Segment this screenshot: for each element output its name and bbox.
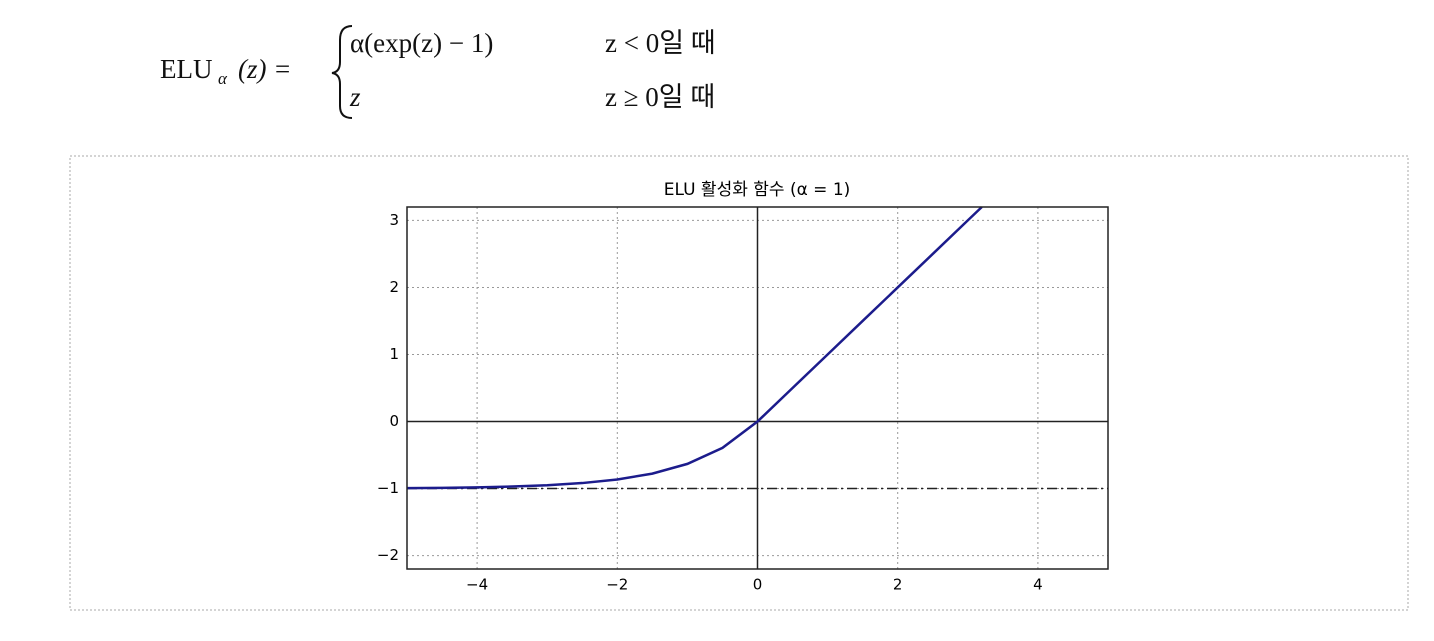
x-tick-label: −2	[606, 576, 628, 594]
formula-name: ELU	[160, 54, 212, 84]
line	[406, 206, 983, 490]
plot: −2 −1 0 1 2 3 −4 −2 0 2 4	[377, 206, 1109, 594]
figure-frame	[69, 155, 1409, 611]
x-tick-label: 0	[753, 576, 763, 594]
y-tick-label: 0	[389, 412, 399, 430]
y-tick-label: 3	[389, 211, 399, 229]
x-tick-label: 4	[1033, 576, 1043, 594]
formula-case: z	[349, 82, 361, 112]
y-tick-label: 2	[389, 278, 399, 296]
formula-case: α(exp(z) − 1)	[350, 28, 493, 58]
chart-title: ELU 활성화 함수 (α = 1)	[664, 180, 851, 200]
formula-args: (z) =	[238, 54, 291, 84]
formula-condition: z ≥ 0일 때	[605, 82, 715, 112]
brace	[331, 25, 353, 119]
x-tick-label: 2	[893, 576, 903, 594]
formula-condition: z < 0일 때	[605, 28, 716, 58]
formula-subscript: α	[218, 69, 228, 88]
y-tick-label: 1	[389, 345, 399, 363]
plot-frame	[406, 206, 1109, 570]
y-tick-label: −1	[377, 479, 399, 497]
formula: ELU α (z) = α(exp(z) − 1) z < 0일 때 z z ≥…	[160, 25, 716, 119]
y-tick-label: −2	[377, 546, 399, 564]
x-tick-label: −4	[466, 576, 488, 594]
